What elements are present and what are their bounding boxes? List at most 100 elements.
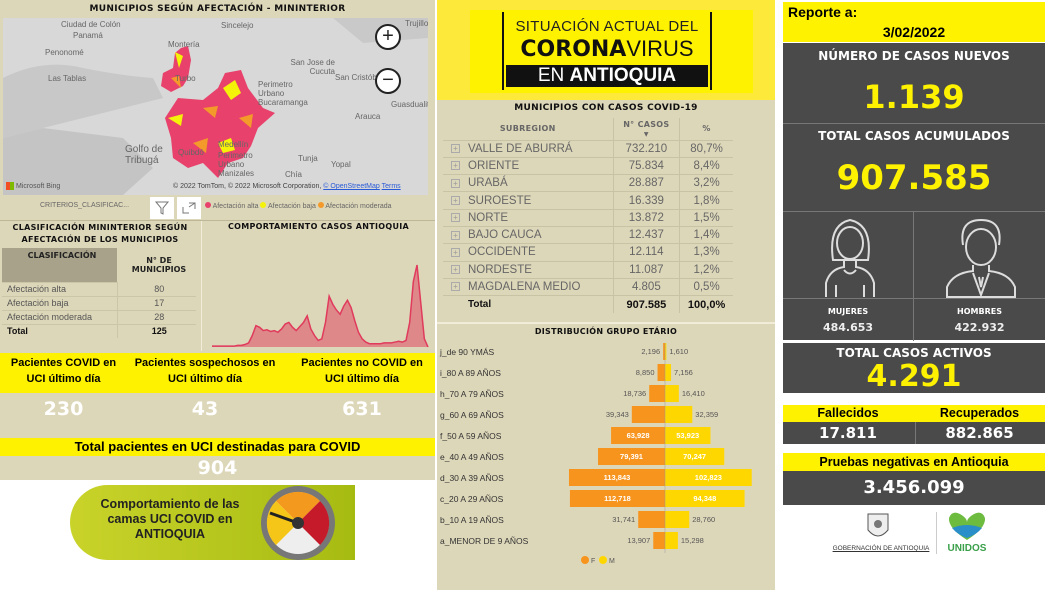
- table-row[interactable]: + SUROESTE 16.339 1,8%: [443, 191, 733, 210]
- antioquia-region: [161, 46, 275, 178]
- data-label-m: 94,348: [693, 494, 716, 503]
- map[interactable]: Ciudad de Colón Panamá Penonomé Las Tabl…: [3, 18, 428, 195]
- cases-cell: 28.887: [612, 174, 680, 193]
- uci-header: [0, 353, 435, 393]
- subregion-name[interactable]: + URABÁ: [443, 174, 613, 193]
- terms-link[interactable]: Terms: [381, 183, 401, 190]
- bar-f[interactable]: [569, 490, 665, 507]
- age-pyramid-chart: j_de 90 YMÁS 2,196 1,610 i_80 A 89 AÑOS 8,85…: [439, 343, 752, 565]
- cases-cell: 16.339: [612, 191, 680, 210]
- expand-icon[interactable]: +: [451, 282, 460, 292]
- subregion-name[interactable]: + MAGDALENA MEDIO: [443, 278, 613, 297]
- bar-m[interactable]: [665, 490, 745, 507]
- subregion-name[interactable]: + VALLE DE ABURRÁ: [443, 140, 613, 158]
- trend-line[interactable]: [212, 264, 429, 348]
- zoom-out-button[interactable]: −: [375, 68, 401, 94]
- row-label: Afectación alta: [2, 282, 117, 297]
- bar-f[interactable]: [611, 427, 665, 444]
- bar-f[interactable]: [631, 406, 665, 423]
- expand-icon[interactable]: +: [451, 213, 460, 223]
- zoom-in-button[interactable]: +: [375, 24, 401, 50]
- data-label-f: 31,741: [612, 515, 635, 524]
- uci-values: [0, 393, 435, 433]
- legend-item[interactable]: Afectación moderada: [317, 202, 392, 210]
- col-header-casos[interactable]: N° CASOS ▼: [612, 118, 680, 141]
- filter-icon[interactable]: [150, 197, 174, 219]
- logo-virus: VIRUS: [626, 36, 694, 61]
- expand-icon[interactable]: +: [451, 144, 460, 154]
- focus-mode-icon[interactable]: [177, 197, 201, 219]
- bar-m[interactable]: [665, 448, 725, 465]
- bar-f[interactable]: [568, 469, 665, 486]
- subregion-name[interactable]: + NORTE: [443, 209, 613, 227]
- table-row: Afectación moderada 28: [2, 310, 196, 325]
- cases-cell: 4.805: [612, 278, 680, 297]
- bar-m[interactable]: [665, 406, 693, 423]
- logo-en: EN: [537, 65, 570, 86]
- logo-area: SITUACIÓN ACTUAL DEL CORONAVIRUS EN ANTI…: [437, 0, 775, 100]
- bar-m[interactable]: [665, 532, 678, 549]
- bar-m[interactable]: [665, 511, 690, 528]
- col-header-clasificacion[interactable]: CLASIFICACIÓN: [2, 248, 117, 283]
- expand-icon[interactable]: +: [451, 230, 460, 240]
- subregion-name[interactable]: + NORDESTE: [443, 261, 613, 279]
- data-label-m: 1,610: [669, 347, 688, 356]
- expand-icon[interactable]: +: [451, 265, 460, 275]
- bar-f[interactable]: [653, 532, 665, 549]
- bar-f[interactable]: [598, 448, 665, 465]
- osm-link[interactable]: © OpenStreetMap: [323, 183, 380, 190]
- col-header-pct[interactable]: %: [679, 118, 733, 141]
- uci-beds-banner[interactable]: Comportamiento de las camas UCI COVID en…: [70, 485, 355, 560]
- table-row[interactable]: + MAGDALENA MEDIO 4.805 0,5%: [443, 278, 733, 297]
- cases-cell: 732.210: [612, 140, 680, 158]
- expand-icon[interactable]: +: [451, 161, 460, 171]
- table-row[interactable]: + NORDESTE 11.087 1,2%: [443, 261, 733, 279]
- data-label-f: 13,907: [627, 536, 650, 545]
- subregion-name[interactable]: + SUROESTE: [443, 191, 613, 210]
- total-pct: 100,0%: [679, 295, 733, 313]
- table-row[interactable]: + NORTE 13.872 1,5%: [443, 209, 733, 227]
- col-header-municipios[interactable]: N° DE MUNICIPIOS: [131, 256, 187, 274]
- subregion-name[interactable]: + ORIENTE: [443, 157, 613, 176]
- bar-f[interactable]: [657, 364, 665, 381]
- bar-m[interactable]: [665, 385, 679, 402]
- pct-cell: 0,5%: [679, 278, 733, 297]
- divider: [0, 220, 435, 221]
- table-row[interactable]: + VALLE DE ABURRÁ 732.210 80,7%: [443, 140, 733, 158]
- map-title: MUNICIPIOS SEGÚN AFECTACIÓN - MININTERIO…: [89, 4, 346, 14]
- map-label: Perimetro Urbano Bucaramanga: [258, 80, 308, 107]
- table-row[interactable]: + BAJO CAUCA 12.437 1,4%: [443, 226, 733, 245]
- legend-m-label[interactable]: M: [609, 558, 615, 565]
- uci-suspect-value: 43: [191, 398, 219, 420]
- expand-icon[interactable]: +: [451, 178, 460, 188]
- bar-m[interactable]: [665, 364, 672, 381]
- bar-f[interactable]: [663, 343, 665, 360]
- legend-item[interactable]: Afectación alta: [205, 202, 258, 210]
- table-row[interactable]: + OCCIDENTE 12.114 1,3%: [443, 243, 733, 262]
- subregion-name[interactable]: + OCCIDENTE: [443, 243, 613, 262]
- deaths-label: Fallecidos: [817, 406, 879, 420]
- outcomes-header: Fallecidos Recuperados: [783, 405, 1045, 422]
- bar-m[interactable]: [665, 469, 752, 486]
- table-row[interactable]: + URABÁ 28.887 3,2%: [443, 174, 733, 193]
- data-label-f: 18,736: [623, 389, 646, 398]
- expand-icon[interactable]: +: [451, 196, 460, 205]
- map-label: Penonomé: [45, 48, 84, 57]
- bar-f[interactable]: [638, 511, 665, 528]
- legend-f-label[interactable]: F: [591, 558, 595, 565]
- subregion-name[interactable]: + BAJO CAUCA: [443, 226, 613, 245]
- total-row: Total 125: [2, 324, 196, 338]
- unidos-logo: UNIDOS: [942, 510, 992, 558]
- table-row[interactable]: + ORIENTE 75.834 8,4%: [443, 157, 733, 176]
- cases-box: NÚMERO DE CASOS NUEVOS 1.139 TOTAL CASOS…: [783, 43, 1045, 298]
- map-label: Tunja: [298, 154, 318, 163]
- logo-corona: CORONA: [520, 37, 627, 62]
- cases-cell: 12.114: [612, 243, 680, 262]
- bar-m[interactable]: [665, 427, 711, 444]
- legend-item[interactable]: Afectación baja: [260, 202, 316, 210]
- bar-f[interactable]: [649, 385, 665, 402]
- map-label: Golfo de Tribugá: [125, 144, 163, 166]
- bar-m[interactable]: [665, 343, 667, 360]
- expand-icon[interactable]: +: [451, 247, 460, 257]
- col-header-subregion[interactable]: SUBREGION: [443, 118, 613, 141]
